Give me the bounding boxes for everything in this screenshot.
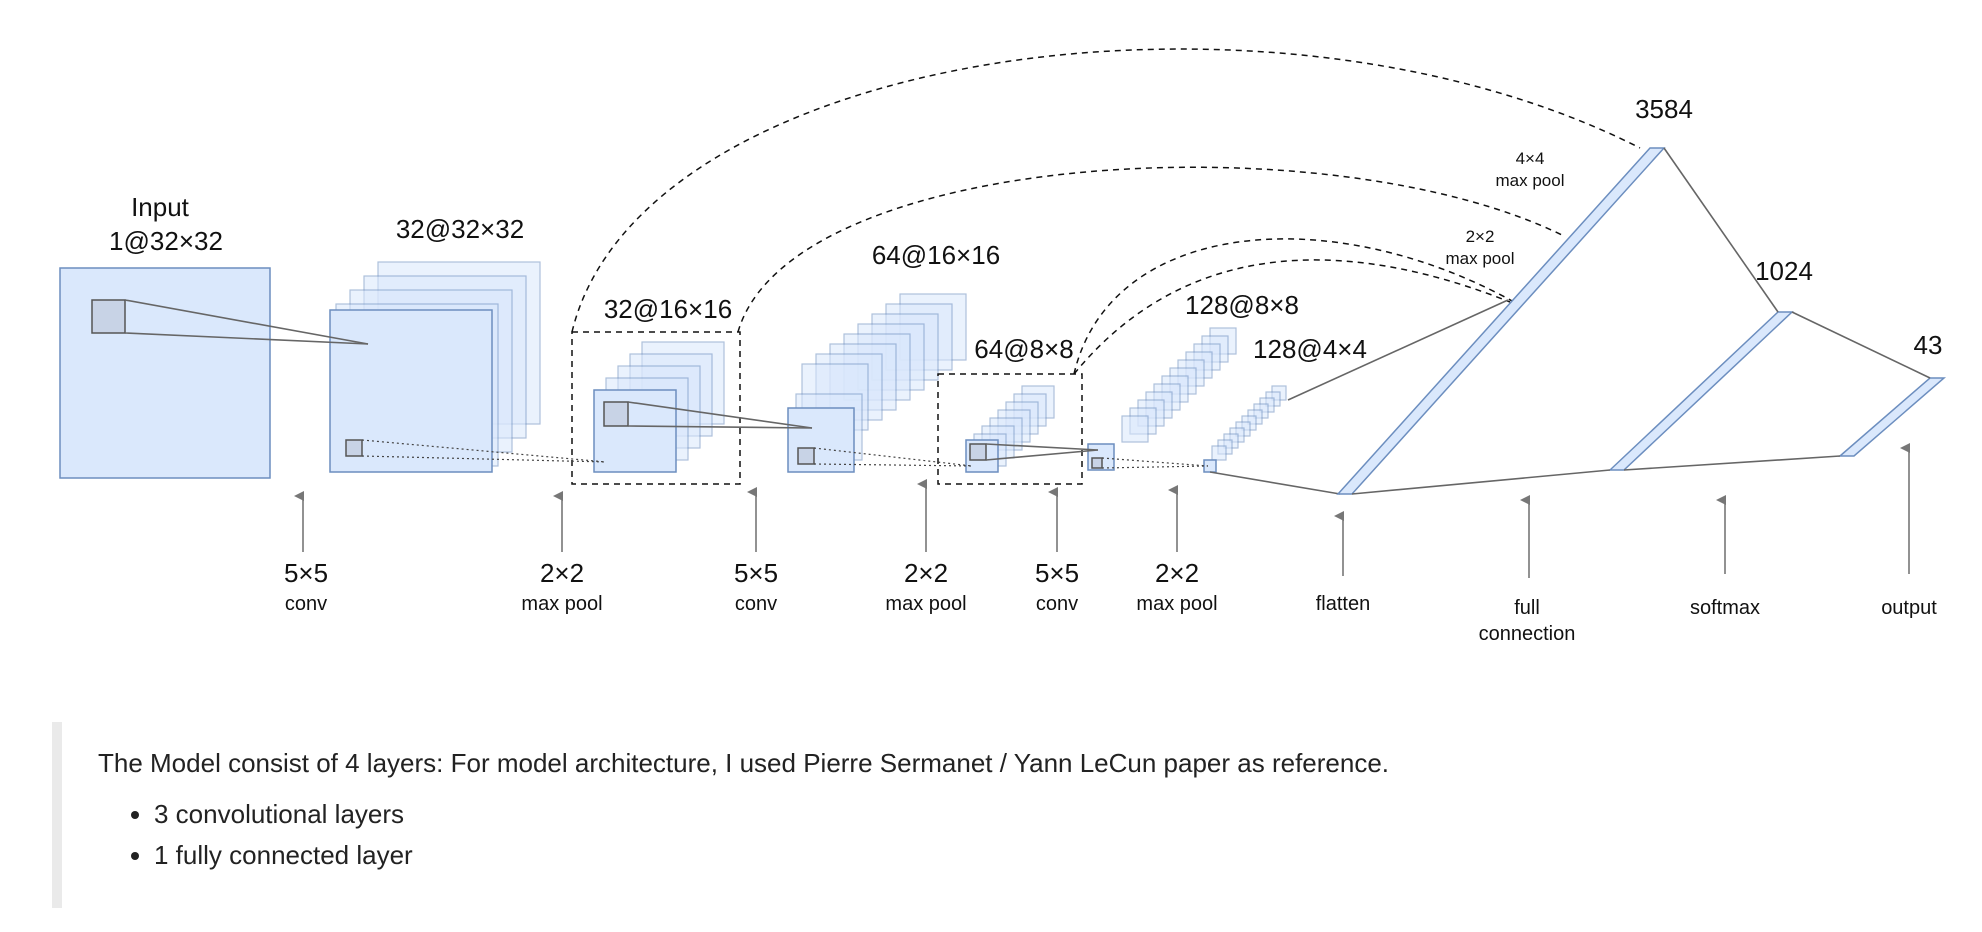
op-8-name: full: [1514, 597, 1540, 619]
skip-label-1-op: max pool: [1496, 171, 1565, 190]
conv1-maps: [329, 261, 541, 473]
pool3-maps: [1203, 385, 1287, 473]
cnn-architecture-diagram: Input 1@32×32 32@32×32 32@16×16 64@16×16…: [59, 48, 1947, 645]
stage-label-9: 1024: [1755, 256, 1813, 286]
op-2-size: 2×2: [540, 558, 584, 588]
pool3-map: [1203, 459, 1217, 473]
pool2-dashed-box: [937, 373, 1083, 485]
dense-layers: [1336, 147, 1947, 495]
op-1-size: 5×5: [284, 558, 328, 588]
pool2-maps: [937, 373, 1083, 485]
op-3-size: 5×5: [734, 558, 778, 588]
layer-list: 3 convolutional layers 1 fully connected…: [98, 799, 1942, 871]
op-10-name: output: [1881, 597, 1937, 619]
stage-label-6: 128@8×8: [1185, 290, 1299, 320]
skip-arc-3: [1073, 238, 1515, 375]
conv3-kernel: [1091, 457, 1103, 469]
op-6-name: max pool: [1136, 593, 1217, 615]
stage-label-2: 32@32×32: [396, 214, 524, 244]
stage-label-1: 1@32×32: [109, 226, 223, 256]
input-kernel: [91, 299, 126, 334]
stage-label-8: 3584: [1635, 94, 1693, 124]
skip-label-2-size: 2×2: [1466, 227, 1495, 246]
stage-label-3: 32@16×16: [604, 294, 732, 324]
stage-labels: Input 1@32×32 32@32×32 32@16×16 64@16×16…: [109, 94, 1942, 364]
op-4-size: 2×2: [904, 558, 948, 588]
op-2-name: max pool: [521, 593, 602, 615]
description-text: The Model consist of 4 layers: For model…: [98, 748, 1390, 778]
skip-label-1-size: 4×4: [1516, 149, 1545, 168]
output-vector: [1837, 377, 1947, 457]
op-6-size: 2×2: [1155, 558, 1199, 588]
stage-label-7: 128@4×4: [1253, 334, 1367, 364]
skip-arc-1: [571, 48, 1641, 333]
stage-label-5: 64@8×8: [974, 334, 1073, 364]
input-title: Input: [131, 192, 190, 222]
list-item: 1 fully connected layer: [154, 840, 1942, 871]
conv3-maps: [1087, 327, 1237, 471]
conv2-kernel: [797, 447, 815, 465]
conv2-maps: [787, 293, 967, 473]
projection-lines: [124, 299, 1509, 495]
op-5-size: 5×5: [1035, 558, 1079, 588]
skip-arc-2: [737, 166, 1565, 333]
op-3-name: conv: [735, 593, 777, 615]
op-8-name2: connection: [1479, 623, 1576, 645]
operation-arrows: [294, 443, 1910, 578]
flatten-vector: [1336, 147, 1666, 495]
op-4-name: max pool: [885, 593, 966, 615]
op-5-name: conv: [1036, 593, 1078, 615]
stage-label-4: 64@16×16: [872, 240, 1000, 270]
skip-labels: 4×4 max pool 2×2 max pool: [1446, 149, 1565, 268]
dense-vector: [1608, 311, 1794, 471]
operation-labels: 5×5 conv 2×2 max pool 5×5 conv 2×2 max p…: [284, 558, 1937, 645]
description-panel: The Model consist of 4 layers: For model…: [52, 722, 1942, 908]
pool1-kernel: [603, 401, 629, 427]
op-9-name: softmax: [1690, 597, 1760, 619]
pool1-dashed-box: [571, 331, 741, 485]
op-1-name: conv: [285, 593, 327, 615]
conv1-kernel: [345, 439, 363, 457]
skip-connections: [571, 48, 1641, 375]
pool2-kernel: [969, 443, 987, 461]
skip-label-2-op: max pool: [1446, 249, 1515, 268]
op-7-name: flatten: [1316, 593, 1370, 615]
list-item: 3 convolutional layers: [154, 799, 1942, 830]
input-layer: [59, 267, 271, 479]
stage-label-10: 43: [1914, 330, 1943, 360]
